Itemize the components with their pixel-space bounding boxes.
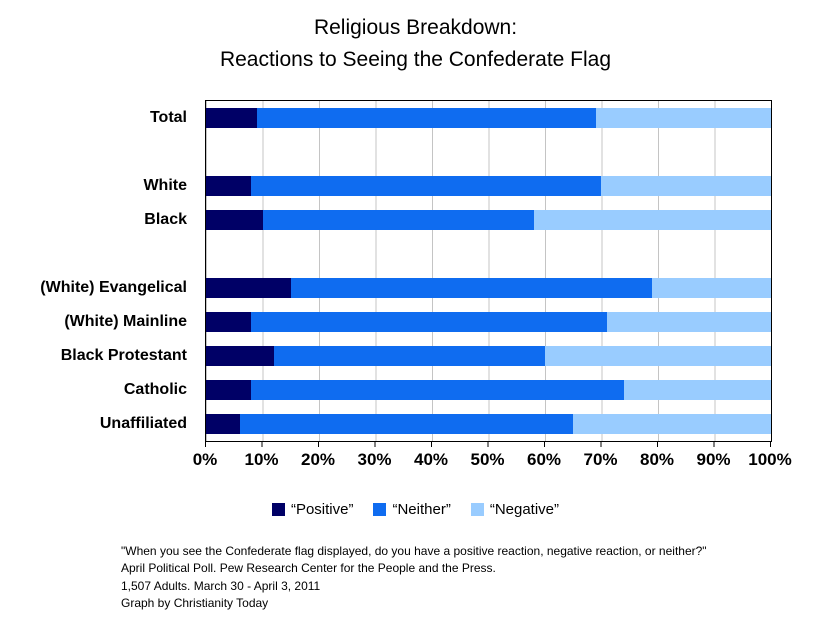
legend-swatch [470, 503, 484, 516]
stacked-bar [206, 312, 771, 332]
x-tick-label: 90% [696, 450, 731, 469]
legend-item: “Positive” [271, 501, 354, 518]
x-axis-labels: 0% 10% 20% 30% 40% 50% 60% 70% 80% 90% 100% [193, 450, 792, 472]
bar-row [206, 271, 771, 305]
category-label: White [143, 177, 187, 194]
legend-item: “Neither” [373, 501, 451, 518]
footnote-sample: 1,507 Adults. March 30 - April 3, 2011 [121, 578, 321, 593]
stacked-bar [206, 346, 771, 366]
bar-segment [544, 346, 771, 366]
x-tick-label: 40% [413, 450, 449, 469]
bar-row [206, 373, 771, 407]
bar-row [206, 169, 771, 203]
bar-segment [206, 278, 291, 298]
x-tick-label: 80% [639, 450, 675, 469]
legend-label: “Neither” [392, 501, 451, 518]
bar-segment [206, 414, 240, 434]
category-label: (White) Evangelical [40, 279, 187, 296]
bar-row [206, 203, 771, 237]
x-tick-label: 20% [300, 450, 336, 469]
category-label: (White) Mainline [64, 313, 187, 330]
bar-segment [652, 278, 771, 298]
bar-segment [251, 176, 602, 196]
bar-row [206, 339, 771, 373]
footnote-source: April Political Poll. Pew Research Cente… [121, 561, 496, 576]
chart-title: Religious Breakdown: Reactions to Seeing… [219, 16, 612, 71]
spacer-row [206, 135, 771, 169]
legend-item: “Negative” [470, 501, 560, 518]
bar-segment [206, 346, 274, 366]
spacer-row [0, 135, 196, 169]
x-axis-ticks [205, 441, 771, 447]
stacked-bar [206, 414, 771, 434]
category-label: Unaffiliated [99, 415, 187, 432]
bar-segment [206, 312, 252, 332]
category-label: Black Protestant [60, 347, 187, 364]
bar-segment [290, 278, 653, 298]
stacked-bar [206, 108, 771, 128]
x-tick-label: 100% [748, 450, 792, 469]
legend-swatch [373, 503, 387, 516]
bars [206, 101, 771, 441]
x-tick-label: 10% [244, 450, 279, 469]
bar-segment [251, 380, 625, 400]
x-tick-label: 0% [192, 450, 218, 469]
bar-segment [273, 346, 545, 366]
x-tick-label: 70% [583, 450, 618, 469]
footnote-credit: Graph by Christianity Today [121, 596, 269, 611]
footnote: "When you see the Confederate flag displ… [121, 543, 811, 613]
chart-plot [205, 100, 772, 442]
bar-segment [206, 176, 252, 196]
bar-segment [206, 380, 252, 400]
spacer-row [206, 237, 771, 271]
bar-segment [607, 312, 771, 332]
stacked-bar [206, 210, 771, 230]
legend-swatch [271, 503, 285, 516]
bar-segment [533, 210, 771, 230]
category-labels: Total White Black (White) Evangelical (White… [0, 101, 196, 441]
legend-label: “Positive” [290, 501, 354, 518]
stacked-bar [206, 176, 771, 196]
bar-segment [206, 108, 257, 128]
stacked-bar [206, 278, 771, 298]
x-tick-label: 30% [357, 450, 392, 469]
bar-segment [206, 210, 263, 230]
bar-segment [262, 210, 534, 230]
footnote-question: "When you see the Confederate flag displ… [121, 544, 707, 558]
legend: “Positive” “Neither” “Negative” [0, 501, 831, 518]
bar-row [206, 305, 771, 339]
bar-segment [624, 380, 771, 400]
bar-segment [595, 108, 771, 128]
stacked-bar [206, 380, 771, 400]
x-tick-label: 60% [526, 450, 562, 469]
bar-segment [573, 414, 771, 434]
bar-segment [239, 414, 574, 434]
category-label: Total [149, 109, 187, 126]
bar-segment [601, 176, 771, 196]
bar-row [206, 407, 771, 441]
x-tick-label: 50% [470, 450, 505, 469]
spacer-row [0, 237, 196, 271]
category-label: Black [144, 211, 187, 228]
bar-row [206, 101, 771, 135]
bar-segment [256, 108, 596, 128]
bar-segment [251, 312, 608, 332]
legend-label: “Negative” [489, 501, 560, 518]
category-label: Catholic [123, 381, 187, 398]
